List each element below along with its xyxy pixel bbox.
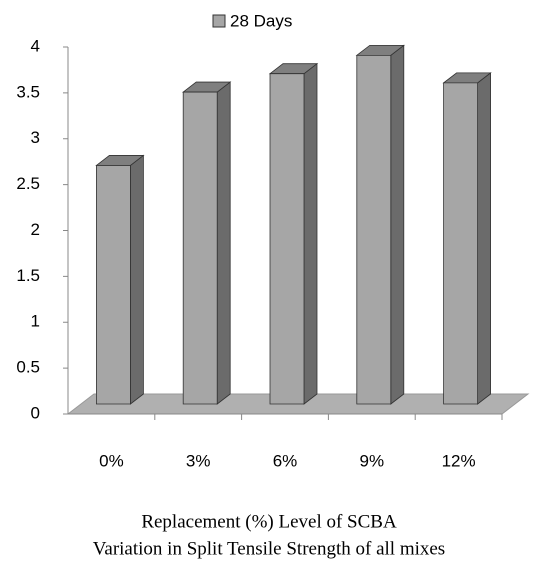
bar-front: [356, 54, 392, 405]
bar-front: [96, 165, 131, 405]
bar: [182, 81, 232, 405]
bar-side: [477, 72, 492, 405]
bar-front: [182, 91, 218, 405]
x-axis-label: Replacement (%) Level of SCBA: [141, 511, 397, 532]
y-tick-label: 3.5: [16, 82, 40, 101]
bar-side: [303, 62, 318, 405]
bar-front: [269, 73, 305, 405]
y-tick-label: 2: [31, 220, 40, 239]
y-tick-label: 1: [31, 312, 40, 331]
x-tick-label: 6%: [273, 451, 298, 470]
x-tick-label: 0%: [99, 451, 124, 470]
bar-side: [216, 81, 231, 405]
bar: [355, 44, 405, 405]
x-tick-label: 9%: [360, 451, 385, 470]
x-tick-label: 12%: [442, 451, 476, 470]
bar-side: [129, 154, 144, 405]
bar: [268, 62, 319, 405]
y-tick-label: 3: [31, 128, 40, 147]
bar-side: [390, 44, 405, 405]
y-tick-label: 4: [31, 36, 40, 55]
bar: [95, 154, 145, 405]
caption: Variation in Split Tensile Strength of a…: [93, 538, 445, 559]
y-tick-label: 0: [31, 403, 40, 422]
y-tick-label: 1.5: [16, 266, 40, 285]
bar: [442, 72, 492, 405]
legend-label: 28 Days: [230, 11, 292, 30]
y-tick-label: 2.5: [16, 174, 40, 193]
y-tick-label: 0.5: [16, 358, 40, 377]
bar-front: [443, 82, 479, 405]
legend-swatch: [212, 14, 226, 28]
x-tick-label: 3%: [186, 451, 211, 470]
